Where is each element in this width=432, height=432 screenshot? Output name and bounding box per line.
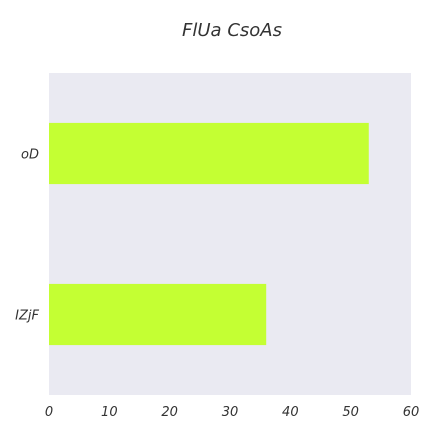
x-tick-label: 30 [222,405,239,420]
chart-title: FlUa CsoAs [182,20,282,41]
x-tick-labels: 0 10 20 30 40 50 60 [45,405,419,420]
x-tick-label: 10 [101,405,118,420]
x-tick-label: 50 [342,405,359,420]
y-tick-label: oD [21,148,39,163]
y-tick-label: IZjF [15,309,39,324]
x-tick-label: 0 [45,405,53,420]
bar-IZjF [49,283,267,346]
x-tick-label: 20 [161,405,178,420]
y-tick-labels: oD IZjF [15,148,39,324]
bar-oD [49,122,369,185]
bars-group [49,122,369,346]
x-tick-label: 60 [403,405,420,420]
x-tick-label: 40 [282,405,299,420]
plot-area [49,73,411,395]
